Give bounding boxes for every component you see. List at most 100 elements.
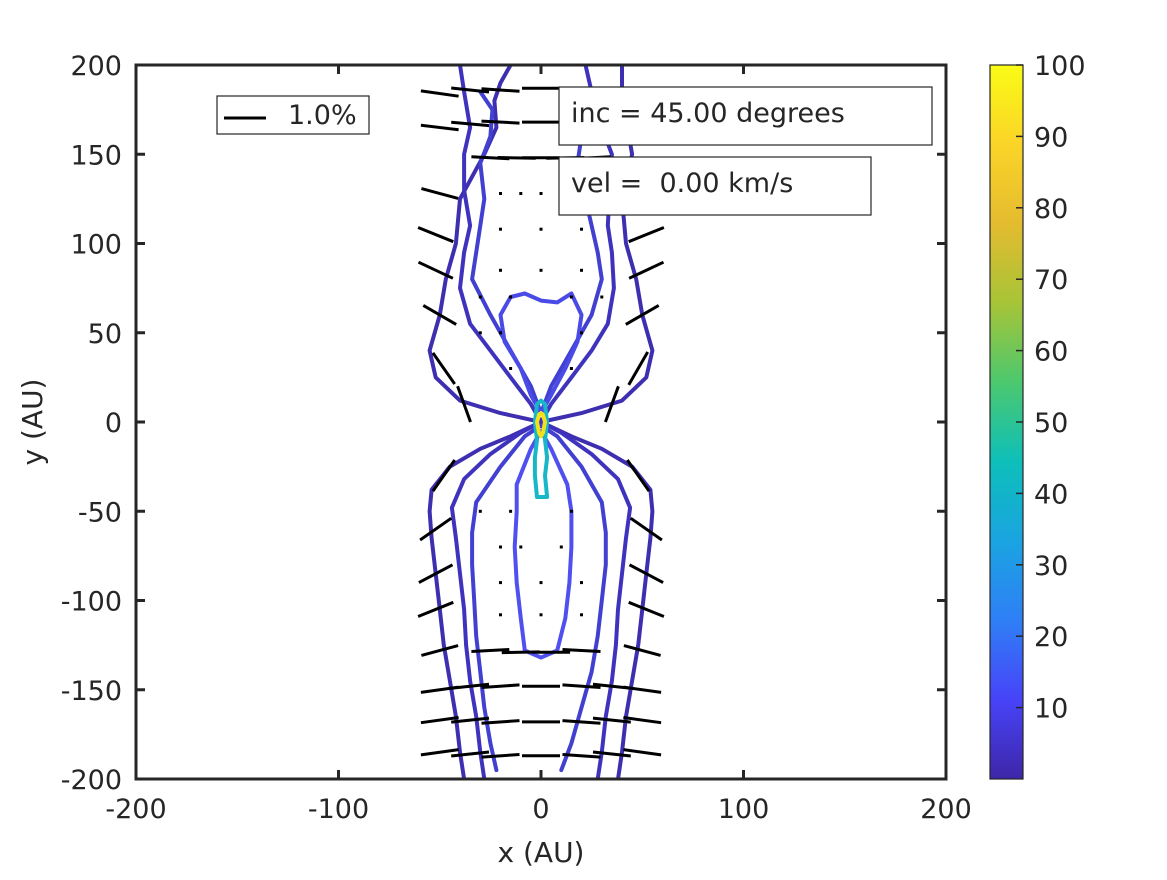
polarization-vector-33 (419, 516, 453, 542)
contour-layer (427, 65, 655, 779)
polarization-dot-17 (509, 367, 513, 370)
y-tick-label-2: -100 (61, 587, 122, 618)
polarization-vector-47 (481, 683, 520, 689)
polarization-dot-23 (519, 545, 523, 549)
polarization-dot-7 (499, 268, 502, 272)
polarization-vector-46 (451, 682, 490, 690)
contour-line-8 (532, 398, 550, 499)
polarization-dot-6 (580, 227, 583, 231)
polarization-vector-53 (451, 716, 490, 724)
polarization-vector-9 (481, 119, 520, 125)
x-axis: -200 -100 0 100 200 (105, 65, 972, 825)
polarization-dot-9 (580, 268, 583, 272)
polarization-vector-26 (625, 304, 660, 326)
polarization-vector-44 (562, 648, 601, 653)
velocity-annotation: vel = 0.00 km/s (558, 156, 872, 216)
colorbar-tick-label-9: 100 (1034, 51, 1086, 82)
polarization-dot-22 (499, 545, 502, 549)
polarization-vector-49 (562, 683, 601, 689)
colorbar-tick-label-6: 70 (1034, 265, 1068, 296)
y-tick-label-8: 200 (70, 51, 122, 82)
polarization-vector-28 (627, 351, 649, 386)
y-tick-label-7: 150 (70, 140, 122, 171)
polarization-dot-30 (580, 613, 583, 617)
colorbar-tick-label-2: 30 (1034, 551, 1068, 582)
polarization-dot-19 (478, 509, 482, 513)
y-axis-label: y (AU) (16, 379, 49, 466)
polarization-vector-56 (562, 719, 601, 725)
polarization-vector-61 (481, 753, 520, 759)
polarization-dot-12 (569, 295, 573, 299)
polarization-vector-36 (628, 563, 664, 584)
polarization-dot-20 (509, 509, 513, 513)
colorbar-frame (989, 64, 1024, 780)
polarization-vector-51 (623, 685, 662, 694)
polarization-vector-25 (422, 304, 457, 326)
polarization-dot-8 (539, 268, 543, 272)
colorbar-tick-label-1: 20 (1034, 622, 1068, 653)
polarization-dot-4 (499, 227, 502, 231)
polarization-vector-59 (420, 748, 459, 757)
polarization-dot-1 (519, 192, 523, 195)
x-tick-label-0: -200 (105, 794, 166, 825)
polarization-vector-27 (431, 352, 456, 385)
polarization-vector-8 (451, 120, 490, 128)
velocity-text: vel = 0.00 km/s (571, 168, 793, 199)
legend-label: 1.0% (288, 100, 357, 131)
polarization-vector-31 (431, 459, 456, 492)
polarization-dot-14 (478, 331, 482, 335)
colorbar-tick-label-3: 40 (1034, 479, 1068, 510)
polarization-vector-2 (481, 87, 520, 93)
legend: 1.0% (216, 95, 370, 135)
y-axis: -200 -150 -100 -50 0 50 100 150 200 (61, 51, 946, 796)
inclination-annotation: inc = 45.00 degrees (558, 86, 933, 146)
y-tick-label-0: -200 (61, 765, 122, 796)
polarization-vector-60 (451, 750, 490, 758)
polarization-vector-58 (623, 716, 662, 725)
polarization-vector-41 (471, 648, 510, 653)
polarization-dot-0 (499, 192, 502, 195)
colorbar-tick-label-0: 10 (1034, 694, 1068, 725)
y-tick-label-4: 0 (105, 408, 122, 439)
polarization-dot-16 (580, 331, 583, 335)
polarization-vector-34 (629, 516, 663, 542)
contour-line-5 (470, 423, 608, 773)
polarization-vector-37 (417, 600, 454, 618)
x-tick-label-3: 100 (718, 794, 770, 825)
y-tick-label-1: -150 (61, 676, 122, 707)
colorbar-tick-label-7: 80 (1034, 194, 1068, 225)
colorbar: 10 20 30 40 50 60 70 80 90 100 (989, 51, 1086, 780)
colorbar-tick-label-5: 60 (1034, 337, 1068, 368)
inclination-text: inc = 45.00 degrees (571, 98, 845, 129)
polarization-vector-0 (420, 89, 459, 98)
polarization-dot-26 (539, 581, 543, 585)
polarization-dot-29 (539, 613, 543, 617)
x-tick-label-4: 200 (920, 794, 972, 825)
polarization-vector-32 (626, 459, 651, 492)
polarization-vector-40 (623, 644, 661, 657)
velocity-box (558, 156, 872, 216)
polarization-dot-18 (569, 367, 573, 370)
x-axis-label: x (AU) (498, 836, 585, 869)
x-tick-label-1: -100 (308, 794, 369, 825)
polarization-vector-57 (592, 716, 631, 724)
polarization-dot-13 (600, 295, 604, 299)
polarization-vector-52 (420, 716, 459, 725)
polarization-dot-10 (478, 295, 482, 299)
polarization-vector-38 (628, 600, 665, 618)
polarization-dot-21 (569, 509, 573, 513)
polarization-vector-7 (420, 123, 459, 132)
polarization-vector-19 (421, 187, 459, 200)
polarization-vector-29 (456, 385, 472, 423)
polarization-dot-2 (539, 192, 543, 195)
polarization-vector-65 (623, 748, 662, 757)
polarization-dot-27 (580, 581, 583, 585)
polarization-vector-63 (562, 753, 601, 759)
polarization-vector-21 (417, 226, 454, 244)
contour-line-6 (498, 291, 584, 416)
colorbar-tick-label-8: 90 (1034, 122, 1068, 153)
colorbar-ticks: 10 20 30 40 50 60 70 80 90 100 (1016, 51, 1086, 725)
polarization-dot-24 (559, 545, 563, 549)
